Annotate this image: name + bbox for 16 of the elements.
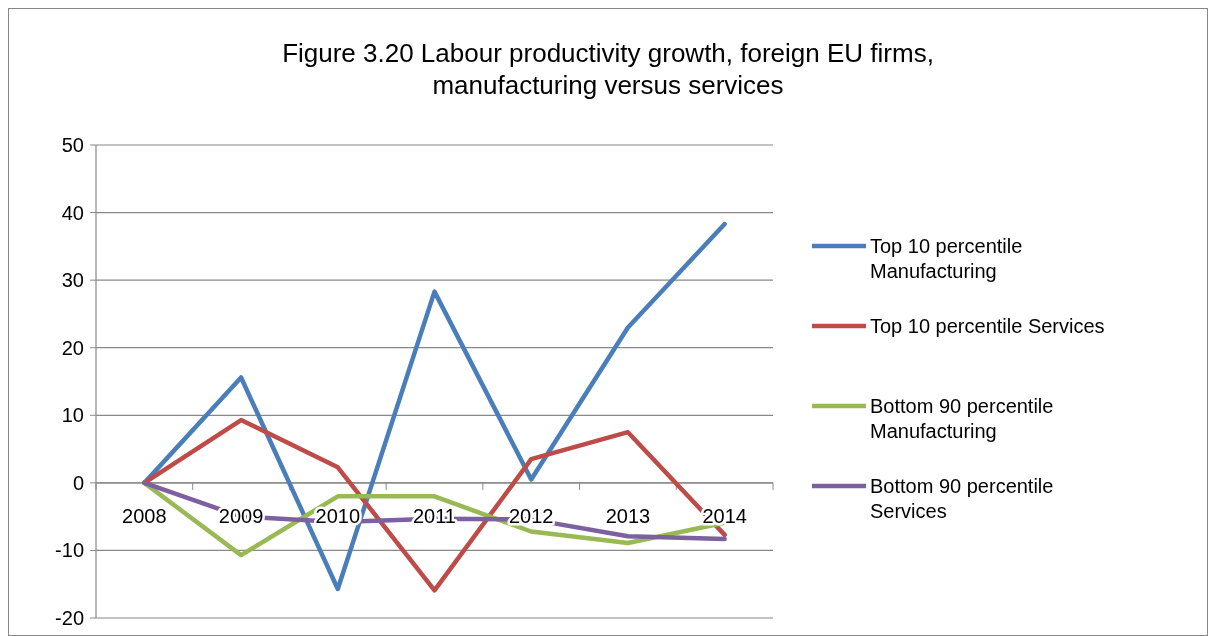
x-tick-label: 2013 bbox=[605, 504, 651, 527]
y-tick-label: -20 bbox=[55, 607, 84, 629]
y-tick-label: 30 bbox=[61, 269, 84, 292]
y-tick-label: 10 bbox=[61, 404, 84, 427]
y-tick-label: 50 bbox=[61, 134, 84, 156]
y-tick-label: 40 bbox=[61, 201, 84, 224]
y-tick-label: -10 bbox=[55, 539, 84, 562]
x-tick-label: 2008 bbox=[122, 504, 167, 527]
y-tick-label: 0 bbox=[72, 471, 84, 494]
chart-title: Figure 3.20 Labour productivity growth, foreign EU firms, manufacturing versus services bbox=[282, 38, 934, 100]
legend-label: Bottom 90 percentile Manufacturing bbox=[870, 395, 1054, 442]
legend-label: Top 10 percentile Manufacturing bbox=[870, 235, 1023, 282]
legend-label: Bottom 90 percentile Services bbox=[870, 475, 1054, 522]
x-tick-label: 2011 bbox=[412, 504, 457, 527]
legend-label: Top 10 percentile Services bbox=[870, 315, 1105, 337]
y-tick-label: 20 bbox=[61, 336, 84, 359]
